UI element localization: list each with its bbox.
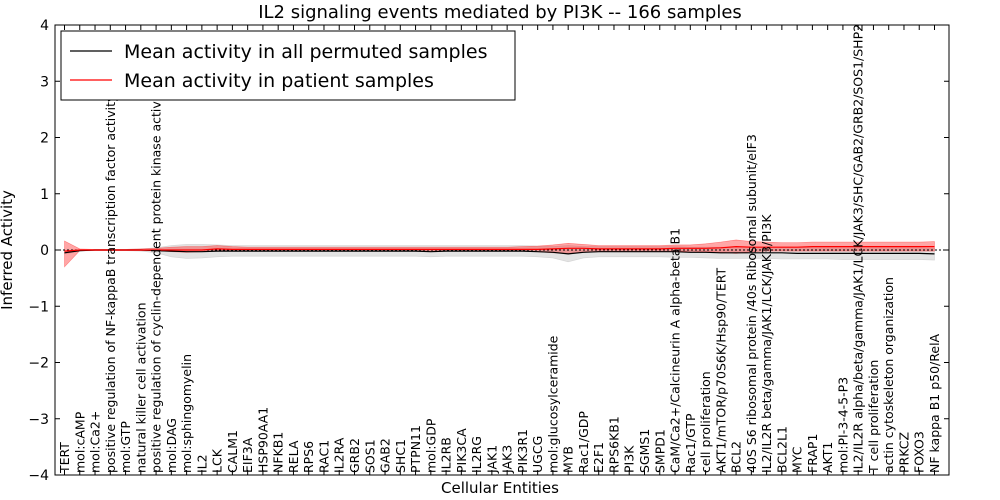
x-category-label: natural killer cell activation: [133, 302, 148, 473]
x-category-label: NFKB1: [271, 432, 286, 473]
x-category-label: CALM1: [225, 430, 240, 473]
x-category-label: T cell proliferation: [866, 360, 881, 474]
x-category-label: FOXO3: [912, 431, 927, 473]
x-category-label: NF kappa B1 p50/RelA: [927, 333, 942, 473]
x-category-label: JAK3: [500, 445, 515, 474]
y-tick-label: 4: [40, 18, 49, 34]
y-tick-label: −3: [28, 412, 49, 428]
x-category-label: IL2/IL2R alpha/beta/gamma/JAK1/LCK/JAK3/…: [851, 24, 866, 473]
legend-label-patient: Mean activity in patient samples: [124, 70, 434, 92]
x-category-label: IL2RB: [439, 437, 454, 473]
x-category-label: FRAP1: [805, 434, 820, 473]
x-category-label: IL2RG: [469, 436, 484, 473]
x-category-label: positive regulation of NF-kappaB transcr…: [103, 94, 118, 473]
x-category-label: HSP90AA1: [255, 407, 270, 473]
x-category-label: TERT: [57, 442, 72, 474]
x-category-label: SGMS1: [637, 429, 652, 473]
x-category-label: IL2: [194, 454, 209, 473]
x-category-label: mol:sphingomyelin: [179, 354, 194, 473]
y-tick-label: 3: [40, 74, 49, 90]
x-category-label: BCL2L1: [774, 426, 789, 473]
x-category-label: MYB: [561, 446, 576, 473]
x-category-label: MYC: [790, 446, 805, 473]
chart-title: IL2 signaling events mediated by PI3K --…: [258, 2, 742, 23]
x-category-label: actin cytoskeleton organization: [881, 277, 896, 473]
y-tick-label: −2: [28, 356, 49, 372]
x-category-label: mol:glucosylceramide: [545, 335, 560, 473]
x-category-label: UGCG: [530, 436, 545, 473]
y-tick-label: −1: [28, 299, 49, 315]
x-category-label: AKT1/mTOR/p70S6K/Hsp90/TERT: [713, 267, 728, 473]
x-category-label: PTPN11: [408, 425, 423, 473]
series-line-0: [64, 249, 935, 255]
band-series-0: [64, 244, 935, 263]
x-category-label: SMPD1: [652, 429, 667, 473]
y-axis: −4 −3 −2 −1 0 1 2 3 4: [28, 18, 949, 484]
x-category-label: RPS6: [301, 441, 316, 473]
x-category-label: SHC1: [393, 439, 408, 473]
x-category-label: RELA: [286, 440, 301, 473]
x-category-label: PIK3CA: [454, 428, 469, 473]
x-category-label: PIK3R1: [515, 429, 530, 473]
legend-box: [60, 30, 516, 101]
legend: Mean activity in all permuted samples Me…: [60, 30, 516, 101]
x-category-label: RPS6KB1: [607, 416, 622, 473]
x-category-label: PI3K: [622, 445, 637, 473]
x-category-label: BCL2: [729, 441, 744, 473]
x-category-label: positive regulation of cyclin-dependent …: [149, 85, 164, 473]
x-category-label: 40S S6 ribosomal protein /40s Ribosomal …: [744, 134, 759, 473]
x-category-label: SOS1: [362, 439, 377, 473]
x-category-label: mol:DAG: [164, 418, 179, 473]
x-category-label: GRB2: [347, 438, 362, 473]
x-category-label: JAK1: [484, 445, 499, 474]
x-category-label: IL2RA: [332, 437, 347, 473]
x-category-label: EIF3A: [240, 437, 255, 473]
x-category-label: GAB2: [378, 438, 393, 473]
x-category-label: mol:cAMP: [72, 411, 87, 473]
x-category-label: mol:GTP: [118, 421, 133, 473]
x-category-label: cell proliferation: [698, 371, 713, 473]
x-category-label: mol:Ca2+: [88, 411, 103, 473]
x-category-label: PRKCZ: [897, 432, 912, 473]
x-category-label: RAC1: [317, 440, 332, 473]
x-category-label: AKT1: [820, 442, 835, 473]
x-category-label: Rac1/GDP: [576, 411, 591, 473]
x-category-label: E2F1: [591, 442, 606, 473]
x-category-label: IL2/IL2R beta/gamma/JAK1/LCK/JAK3/PI3K: [759, 214, 774, 473]
y-axis-title: Inferred Activity: [0, 190, 16, 310]
legend-label-permuted: Mean activity in all permuted samples: [124, 41, 487, 63]
x-category-label: Rac1/GTP: [683, 413, 698, 473]
x-category-label: CaM/Ca2+/Calcineurin A alpha-beta B1: [668, 228, 683, 473]
x-axis-title: Cellular Entities: [441, 479, 559, 497]
y-tick-label: 0: [40, 243, 49, 259]
x-category-label: LCK: [210, 448, 225, 473]
y-tick-label: 1: [40, 187, 49, 203]
series-line-1: [64, 245, 935, 252]
x-category-label: mol:GDP: [423, 418, 438, 473]
x-axis: TERT mol:cAMP mol:Ca2+ positive regulation …: [57, 24, 942, 475]
series-lines: [55, 245, 949, 255]
y-tick-label: 2: [40, 131, 49, 147]
y-tick-label: −4: [28, 468, 49, 484]
x-category-label: mol:PI-3-4-5-P3: [835, 377, 850, 473]
